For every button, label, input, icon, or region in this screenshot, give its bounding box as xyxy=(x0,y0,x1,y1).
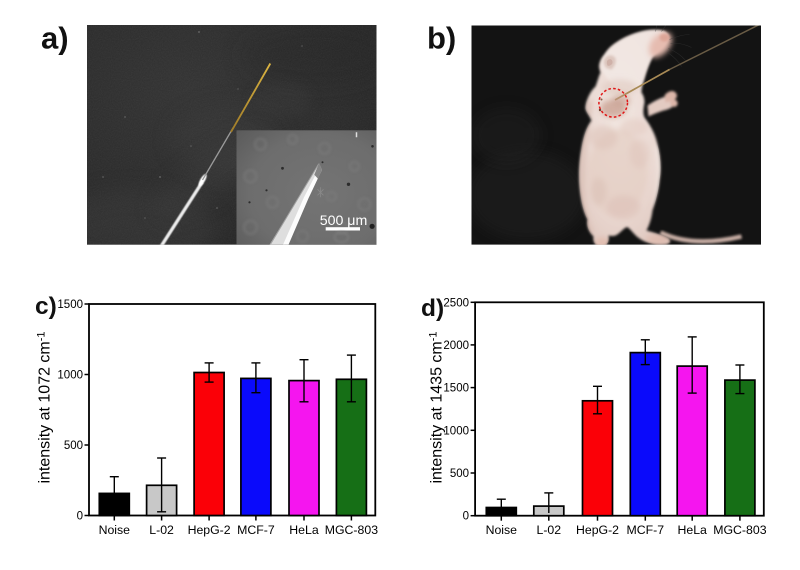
svg-text:Noise: Noise xyxy=(99,523,131,537)
svg-text:b): b) xyxy=(427,21,456,56)
svg-text:HeLa: HeLa xyxy=(289,523,319,537)
svg-text:MCF-7: MCF-7 xyxy=(627,523,665,537)
svg-text:d): d) xyxy=(421,295,444,322)
svg-text:1000: 1000 xyxy=(57,370,83,382)
svg-text:500: 500 xyxy=(450,468,469,480)
svg-text:0: 0 xyxy=(77,511,83,523)
svg-text:2500: 2500 xyxy=(443,297,469,309)
svg-text:MGC-803: MGC-803 xyxy=(325,523,378,537)
svg-text:0: 0 xyxy=(463,511,469,523)
svg-text:L-02: L-02 xyxy=(149,523,174,537)
svg-text:2000: 2000 xyxy=(443,340,469,352)
svg-text:1500: 1500 xyxy=(57,299,83,311)
svg-text:500 μm: 500 μm xyxy=(320,213,368,229)
svg-text:a): a) xyxy=(41,21,69,56)
svg-text:L-02: L-02 xyxy=(536,523,561,537)
svg-text:HeLa: HeLa xyxy=(677,523,707,537)
svg-text:HepG-2: HepG-2 xyxy=(188,523,231,537)
svg-text:HepG-2: HepG-2 xyxy=(576,523,619,537)
svg-text:1000: 1000 xyxy=(443,425,469,437)
svg-text:c): c) xyxy=(35,293,57,320)
svg-text:1500: 1500 xyxy=(443,383,469,395)
svg-text:intensity at 1435 cm-1: intensity at 1435 cm-1 xyxy=(428,331,446,483)
svg-text:intensity at 1072 cm-1: intensity at 1072 cm-1 xyxy=(36,331,54,483)
svg-text:MCF-7: MCF-7 xyxy=(237,523,275,537)
svg-text:MGC-803: MGC-803 xyxy=(713,523,766,537)
svg-text:Noise: Noise xyxy=(486,523,518,537)
svg-text:500: 500 xyxy=(64,440,83,452)
